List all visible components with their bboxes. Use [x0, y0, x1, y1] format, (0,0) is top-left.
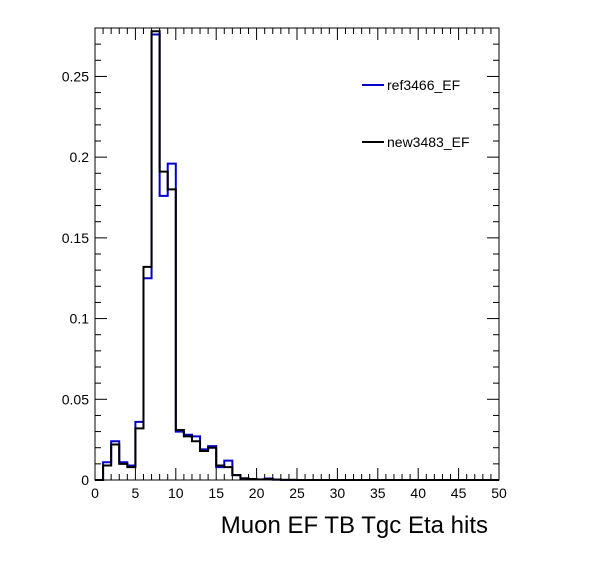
x-tick-label: 25: [289, 485, 305, 501]
x-tick-label: 20: [249, 485, 265, 501]
x-tick-label: 10: [168, 485, 184, 501]
x-tick-label: 5: [132, 485, 140, 501]
legend: ref3466_EF new3483_EF: [362, 77, 470, 150]
plot-frame: [94, 27, 500, 481]
y-tick-label: 0.1: [70, 311, 90, 327]
legend-label: ref3466_EF: [387, 77, 460, 93]
y-tick-label: 0.15: [62, 230, 89, 246]
legend-label: new3483_EF: [387, 134, 470, 150]
y-tick-label: 0.25: [62, 68, 89, 84]
x-tick-label: 0: [91, 485, 99, 501]
x-tick-label: 30: [330, 485, 346, 501]
tick-labels: 0 5 10 15 20 25 30 35 40 45 50 0 0.05 0.1 0.15 0.2 0.25: [62, 68, 507, 501]
x-tick-label: 50: [491, 485, 507, 501]
y-tick-label: 0.05: [62, 391, 89, 407]
y-tick-label: 0: [81, 472, 89, 488]
y-tick-label: 0.2: [70, 149, 90, 165]
x-axis-title: Muon EF TB Tgc Eta hits: [221, 512, 488, 539]
x-tick-label: 15: [208, 485, 224, 501]
x-tick-label: 45: [451, 485, 467, 501]
x-tick-label: 35: [370, 485, 386, 501]
x-tick-label: 40: [410, 485, 426, 501]
